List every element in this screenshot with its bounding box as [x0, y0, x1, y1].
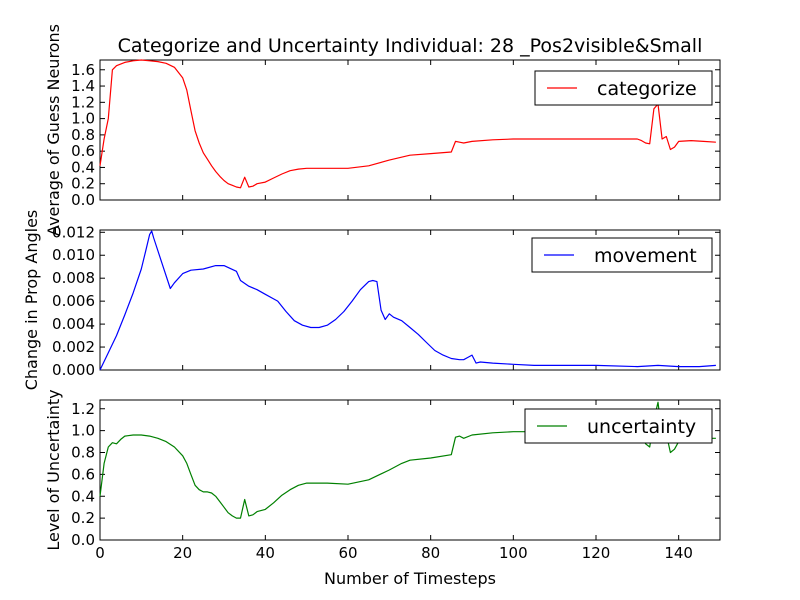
x-axis-label: Number of Timesteps [324, 569, 496, 588]
x-tick-label: 120 [582, 544, 611, 562]
y-tick-label: 1.2 [71, 400, 95, 418]
chart-title: Categorize and Uncertainty Individual: 2… [118, 35, 703, 57]
y-tick-label: 1.2 [71, 93, 95, 111]
y-tick-label: 1.0 [71, 422, 95, 440]
panel-1: 0.00.20.40.60.81.01.21.41.6 Average of Gu… [44, 24, 721, 236]
x-tick-label: 60 [338, 544, 357, 562]
x-tick-label: 100 [499, 544, 528, 562]
legend-label: uncertainty [587, 416, 696, 438]
series-line-movement [99, 230, 716, 371]
y-tick-label: 0.010 [52, 246, 95, 264]
x-tick-label: 40 [256, 544, 275, 562]
plot-frame [99, 59, 721, 201]
y-tick-label: 0.006 [52, 292, 95, 310]
y-tick-label: 0.6 [71, 142, 95, 160]
y-tick-label: 0.0 [71, 191, 95, 209]
y-tick-label: 0.4 [71, 487, 95, 505]
panel-2: 0.000 0.002 0.004 0.006 0.008 0.010 0.012 Chang… [22, 210, 721, 391]
y-tick-label: 0.008 [52, 269, 95, 287]
y-tick-label: 1.0 [71, 110, 95, 128]
y-tick-label: 0.2 [71, 175, 95, 193]
x-tick-label: 0 [95, 544, 105, 562]
y-axis-label: Change in Prop Angles [22, 210, 41, 391]
y-tick-label: 0.2 [71, 509, 95, 527]
x-tick-label: 140 [664, 544, 693, 562]
y-axis-label: Level of Uncertainty [44, 389, 63, 550]
y-tick-label: 0.6 [71, 465, 95, 483]
panel-3: 0.0 0.2 0.4 0.6 0.8 1.0 1.2 0 20 40 60 80 100 120 140 L… [44, 389, 721, 562]
y-tick-label: 0.0 [71, 531, 95, 549]
legend: uncertainty [524, 408, 713, 444]
plot-frame [99, 399, 721, 541]
series-line-categorize [99, 59, 716, 189]
y-axis-label: Average of Guess Neurons [44, 24, 63, 236]
legend-label: movement [594, 245, 697, 267]
legend: movement [531, 237, 713, 273]
y-tick-label: 1.6 [71, 61, 95, 79]
y-tick-label: 1.4 [71, 77, 95, 95]
y-tick-label: 0.004 [52, 315, 95, 333]
y-tick-label: 0.002 [52, 338, 95, 356]
x-tick-label: 20 [173, 544, 192, 562]
y-tick-label: 0.8 [71, 444, 95, 462]
legend: categorize [534, 70, 713, 106]
y-tick-label: 0.4 [71, 158, 95, 176]
x-tick-label: 80 [421, 544, 440, 562]
y-tick-label: 0.8 [71, 126, 95, 144]
y-tick-label: 0.000 [52, 361, 95, 379]
legend-label: categorize [597, 78, 697, 100]
plot-frame [99, 229, 721, 371]
y-tick-label: 0.012 [52, 223, 95, 241]
